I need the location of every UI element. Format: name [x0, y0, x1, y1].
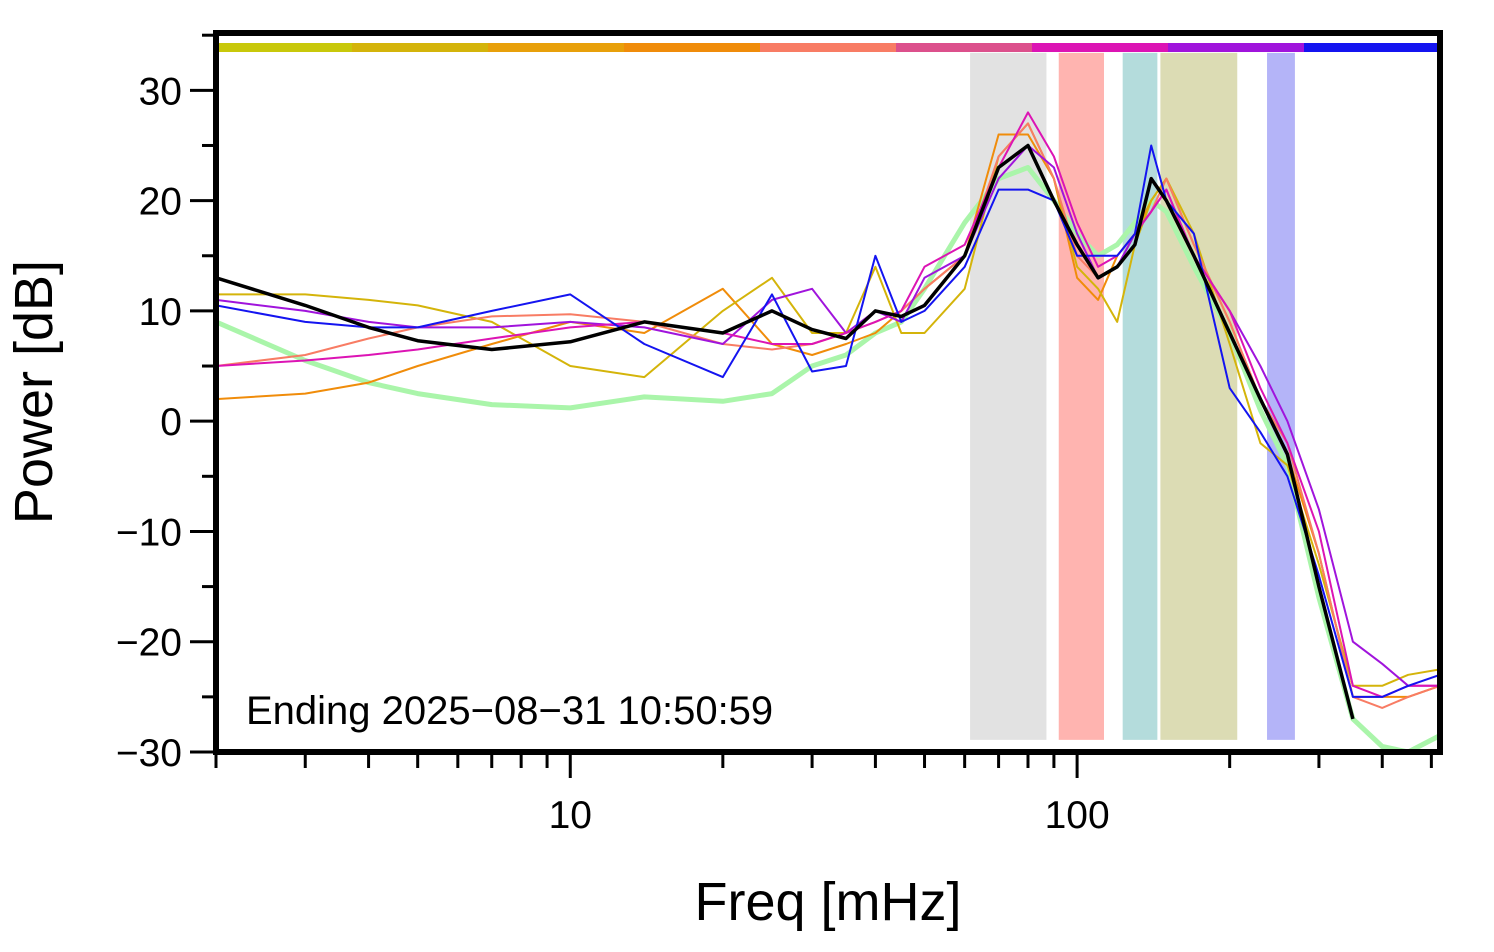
color-strip-segment [896, 43, 1033, 52]
bands [970, 52, 1295, 740]
shaded-band [1058, 52, 1105, 740]
x-axis-label: Freq [mHz] [694, 872, 961, 932]
color-strip-segment [488, 43, 625, 52]
shaded-band [970, 52, 1047, 740]
color-strip-segment [624, 43, 761, 52]
y-tick-label: 0 [160, 401, 182, 444]
y-tick-label: −20 [116, 622, 182, 665]
x-tick-label: 100 [1045, 794, 1110, 837]
plot-frame [213, 30, 1443, 755]
y-tick-label: −10 [116, 511, 182, 554]
spectrum-line [216, 144, 1440, 687]
axes: −30 −20 −10 0 10 20 30 10 100 [116, 30, 1443, 837]
x-tick-label: 10 [549, 794, 592, 837]
color-strip-segment [216, 43, 353, 52]
y-tick-label: −30 [116, 732, 182, 775]
lines [216, 111, 1440, 752]
color-strip-segment [1032, 43, 1169, 52]
y-tick-label: 10 [139, 291, 182, 334]
y-tick-label: 20 [139, 181, 182, 224]
color-strip-segment [1168, 43, 1305, 52]
y-axis-label: Power [dB] [4, 260, 64, 524]
shaded-band [1267, 52, 1295, 740]
annotation: Ending 2025−08−31 10:50:59 [246, 689, 773, 733]
shaded-band [1122, 52, 1158, 740]
color-strip-segment [1304, 43, 1441, 52]
spectrum-line [216, 144, 1440, 698]
spectrum-line [216, 165, 1440, 752]
spectrum-line [216, 111, 1440, 698]
shaded-band [1160, 52, 1238, 740]
spectrum-line [216, 133, 1440, 698]
color-strip-segment [760, 43, 897, 52]
spectrum-line [216, 122, 1440, 709]
color-strip-segment [352, 43, 489, 52]
spectrum-line [216, 143, 1355, 720]
y-tick-label: 30 [139, 70, 182, 113]
